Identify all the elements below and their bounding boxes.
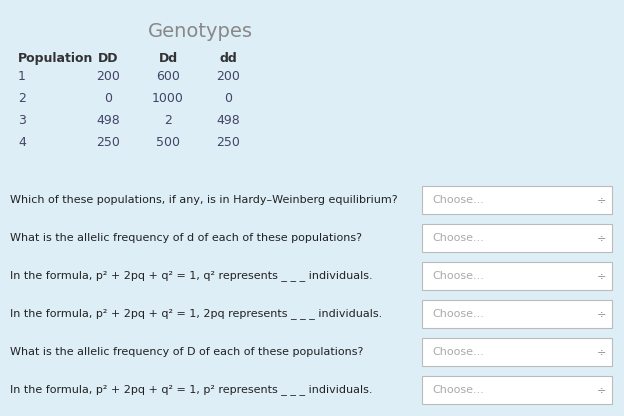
Text: ÷: ÷: [597, 385, 607, 395]
Text: dd: dd: [219, 52, 237, 65]
Text: Choose...: Choose...: [432, 347, 484, 357]
Text: 250: 250: [216, 136, 240, 149]
Text: In the formula, p² + 2pq + q² = 1, p² represents _ _ _ individuals.: In the formula, p² + 2pq + q² = 1, p² re…: [10, 384, 373, 396]
Text: 600: 600: [156, 70, 180, 83]
FancyBboxPatch shape: [422, 224, 612, 252]
Text: Dd: Dd: [158, 52, 178, 65]
Text: Choose...: Choose...: [432, 195, 484, 205]
FancyBboxPatch shape: [422, 186, 612, 214]
Text: ÷: ÷: [597, 233, 607, 243]
FancyBboxPatch shape: [422, 262, 612, 290]
FancyBboxPatch shape: [422, 300, 612, 328]
Text: 3: 3: [18, 114, 26, 127]
Text: 0: 0: [104, 92, 112, 105]
Text: ÷: ÷: [597, 195, 607, 205]
FancyBboxPatch shape: [422, 376, 612, 404]
Text: What is the allelic frequency of D of each of these populations?: What is the allelic frequency of D of ea…: [10, 347, 363, 357]
Text: Choose...: Choose...: [432, 271, 484, 281]
Text: 200: 200: [216, 70, 240, 83]
Text: 4: 4: [18, 136, 26, 149]
Text: In the formula, p² + 2pq + q² = 1, 2pq represents _ _ _ individuals.: In the formula, p² + 2pq + q² = 1, 2pq r…: [10, 309, 383, 319]
Text: 1000: 1000: [152, 92, 184, 105]
Text: Which of these populations, if any, is in Hardy–Weinberg equilibrium?: Which of these populations, if any, is i…: [10, 195, 397, 205]
Text: 498: 498: [216, 114, 240, 127]
FancyBboxPatch shape: [422, 338, 612, 366]
Text: Choose...: Choose...: [432, 385, 484, 395]
Text: ÷: ÷: [597, 309, 607, 319]
Text: ÷: ÷: [597, 347, 607, 357]
Text: In the formula, p² + 2pq + q² = 1, q² represents _ _ _ individuals.: In the formula, p² + 2pq + q² = 1, q² re…: [10, 270, 373, 282]
Text: Genotypes: Genotypes: [147, 22, 253, 41]
Text: 500: 500: [156, 136, 180, 149]
Text: 1: 1: [18, 70, 26, 83]
Text: What is the allelic frequency of d of each of these populations?: What is the allelic frequency of d of ea…: [10, 233, 362, 243]
Text: 498: 498: [96, 114, 120, 127]
Text: ÷: ÷: [597, 271, 607, 281]
Text: Population: Population: [18, 52, 94, 65]
Text: 250: 250: [96, 136, 120, 149]
Text: 2: 2: [18, 92, 26, 105]
Text: 0: 0: [224, 92, 232, 105]
Text: 200: 200: [96, 70, 120, 83]
Text: 2: 2: [164, 114, 172, 127]
Text: Choose...: Choose...: [432, 233, 484, 243]
Text: Choose...: Choose...: [432, 309, 484, 319]
Text: DD: DD: [98, 52, 119, 65]
